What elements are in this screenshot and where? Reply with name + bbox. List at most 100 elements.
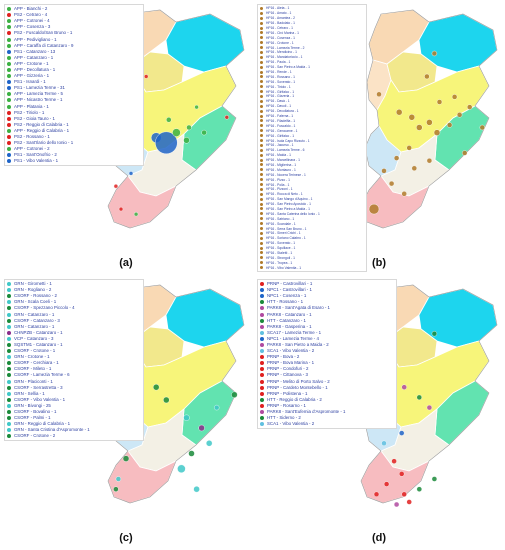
legend-entry-label: PS2 - Rossano - 1	[14, 134, 50, 140]
legend-entry-label: GRN - Rogliano - 2	[14, 287, 52, 293]
legend-entry: SCA17 - Lamezia Terme - 1	[260, 330, 394, 336]
map-marker	[406, 145, 412, 151]
legend-entry-label: APP - Gizzeria - 1	[14, 73, 50, 79]
legend-entry: HTT - Rossano - 1	[260, 299, 394, 305]
legend-marker-icon	[260, 379, 264, 384]
legend-marker-icon	[7, 122, 11, 127]
legend-entry-label: NPC1 - Cosenza - 1	[267, 293, 307, 299]
legend-entry-label: PS2 - Tiriolo - 1	[14, 109, 45, 115]
legend-entry: CSORF - Cerchiara - 1	[7, 360, 141, 366]
legend-entry: HP16 - Soverato - 1	[260, 79, 364, 84]
legend-marker-icon	[7, 141, 11, 146]
map-marker	[388, 180, 395, 187]
legend-marker-icon	[7, 330, 11, 335]
legend-entry-label: SQSTM1 - Catanzaro - 1	[14, 341, 63, 347]
legend-entry: PRNP - Cittanova - 3	[260, 372, 394, 378]
legend-entry-label: HP16 - Crotone - 1	[266, 40, 294, 45]
legend-entry: HP16 - Polia - 1	[260, 182, 364, 187]
legend-entry-label: APP - Pedivigliano - 1	[14, 36, 57, 42]
legend-entry-label: APP - Cosenza - 3	[14, 24, 51, 30]
legend-entry-label: HP16 - Aieta - 1	[266, 6, 290, 11]
legend-entry: PS1 - Isnardi - 1	[7, 79, 141, 85]
legend-marker-icon	[7, 128, 11, 133]
legend-marker-icon	[7, 385, 11, 390]
map-marker	[198, 424, 205, 432]
legend-marker-icon	[7, 159, 11, 164]
legend-entry: HP16 - Marcellinara - 1	[260, 158, 364, 163]
legend-marker-icon	[7, 74, 11, 79]
legend-entry: CSORF - Crotone - 2	[7, 433, 141, 439]
legend-marker-icon	[260, 50, 263, 54]
legend-entry-label: PS1 - Catanzaro - 13	[14, 48, 56, 54]
map-marker	[115, 476, 122, 482]
map-marker	[373, 491, 380, 498]
legend-entry-label: PARK8 - Catanzaro - 1	[267, 311, 312, 317]
legend-entry: NPC1 - Cosenza - 1	[260, 293, 394, 299]
legend-marker-icon	[260, 70, 263, 74]
map-marker	[383, 481, 390, 487]
legend-entry-label: HP16 - Badolato - 1	[266, 21, 295, 26]
legend-entry-label: HP16 - Stalettì - 1	[266, 250, 293, 255]
legend-marker-icon	[260, 158, 263, 162]
legend-marker-icon	[260, 90, 263, 94]
legend-entry: GRN - Catanzaro - 1	[7, 311, 141, 317]
legend-entry-label: HP16 - Isola Capo Rizzuto - 1	[266, 138, 310, 143]
legend-entry-label: HP16 - Dasà - 1	[266, 99, 290, 104]
legend-marker-icon	[260, 26, 263, 30]
map-marker	[479, 124, 486, 131]
legend-entry-label: HP16 - San Pietro Apostolo - 1	[266, 202, 311, 207]
legend-entry: HP16 - San Pietro a Maida - 1	[260, 207, 364, 212]
legend-entry-label: PRNP - Polistena - 1	[267, 390, 308, 396]
legend-entry-label: HP16 - Paola - 1	[266, 60, 291, 65]
legend-marker-icon	[7, 416, 11, 421]
legend-marker-icon	[260, 168, 263, 172]
legend-entry: HTT - Catanzaro - 1	[260, 318, 394, 324]
legend-entry: CSORF - Bovalino - 1	[7, 409, 141, 415]
legend-entry-label: APP - Cotronei - 2	[14, 146, 50, 152]
legend-entry-label: GRN - Scala Coeli - 1	[14, 299, 57, 305]
legend-entry-label: HP16 - Girifalco - 1	[266, 89, 295, 94]
map-marker	[398, 471, 405, 477]
map-marker	[186, 124, 192, 131]
legend-entry: APP - Reggio di Calabria - 1	[7, 128, 141, 134]
legend-entry: PS2 - Fuscaldo/San Bruno - 1	[7, 30, 141, 36]
legend-entry-label: CSORF - Crotone - 2	[14, 433, 56, 439]
legend-entry-label: CSORF - Mileto - 1	[14, 366, 52, 372]
legend-marker-icon	[260, 138, 263, 142]
panel-label-b: (b)	[371, 257, 387, 269]
map-marker	[133, 211, 139, 217]
legend-entry-label: HP16 - Falerna - 1	[266, 114, 294, 119]
legend-marker-icon	[260, 187, 263, 191]
legend-entry-label: CSORF - Spezzano Piccolo - 4	[14, 305, 75, 311]
legend-entry-label: HP16 - Rocca di Neto - 1	[266, 192, 303, 197]
legend-entry: SCA1 - Vibo Valentia - 2	[260, 348, 394, 354]
legend-marker-icon	[7, 147, 11, 152]
map-marker	[113, 486, 119, 492]
legend-entry-label: PRNP - Melito di Porto Salvo - 2	[267, 378, 330, 384]
map-marker	[177, 464, 186, 474]
map-marker	[368, 203, 380, 215]
legend-entry: HP16 - Crotone - 1	[260, 40, 364, 45]
map-marker	[401, 191, 407, 197]
map-marker	[416, 124, 423, 131]
legend-marker-icon	[260, 422, 264, 427]
legend-marker-icon	[260, 227, 263, 231]
legend-entry: HP16 - Lamezia Terme - 2	[260, 45, 364, 50]
map-marker	[166, 117, 172, 123]
legend-entry-label: GRN - Crotone - 1	[14, 354, 50, 360]
legend-marker-icon	[260, 134, 263, 138]
legend-entry-label: HTT - Reggio di Calabria - 2	[267, 396, 322, 402]
legend-marker-icon	[260, 21, 263, 25]
legend-entry: HP16 - Rossano - 1	[260, 74, 364, 79]
legend-entry-label: CSORF - Catanzaro - 3	[14, 317, 60, 323]
legend-marker-icon	[260, 6, 263, 10]
legend-entry: HP16 - Simeri Crichi - 1	[260, 231, 364, 236]
legend-marker-icon	[260, 246, 263, 250]
legend-entry: HP16 - Miglierina - 1	[260, 163, 364, 168]
map-marker	[193, 485, 200, 493]
legend-entry-label: CHNPZB - Catanzaro - 1	[14, 329, 63, 335]
legend-entry-label: HP16 - Mendicino - 1	[266, 50, 297, 55]
legend-entry-label: HP16 - Jacurso - 1	[266, 143, 294, 148]
legend-entry-label: APP - Catanzaro - 1	[14, 54, 54, 60]
legend-entry: HP16 - Cosenza - 1	[260, 35, 364, 40]
